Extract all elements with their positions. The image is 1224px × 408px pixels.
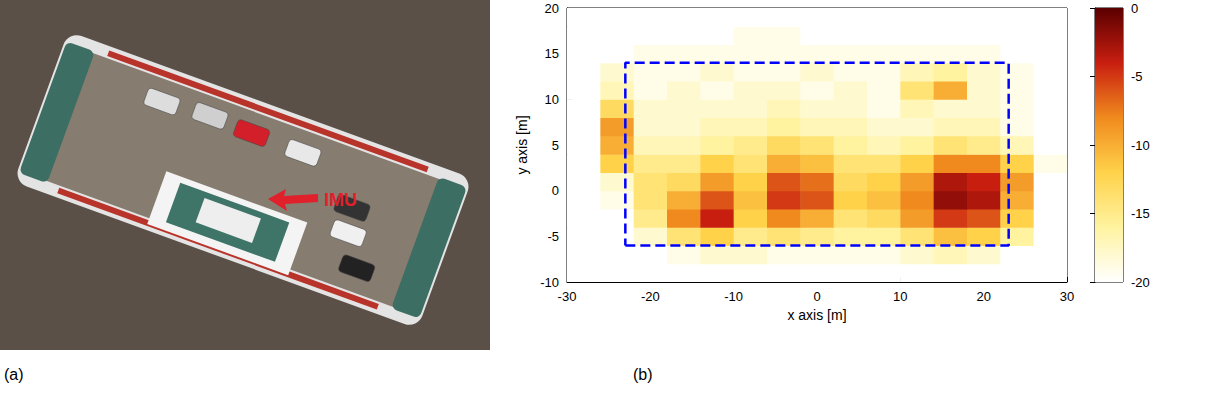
svg-text:-15: -15 bbox=[1131, 206, 1150, 221]
svg-text:y axis [m]: y axis [m] bbox=[514, 115, 530, 174]
svg-text:-10: -10 bbox=[1131, 138, 1150, 153]
svg-text:20: 20 bbox=[976, 289, 990, 304]
svg-text:5: 5 bbox=[552, 138, 559, 153]
svg-text:20: 20 bbox=[545, 1, 559, 16]
svg-text:10: 10 bbox=[893, 289, 907, 304]
svg-text:0: 0 bbox=[813, 289, 820, 304]
svg-text:-20: -20 bbox=[641, 289, 660, 304]
svg-text:15: 15 bbox=[545, 46, 559, 61]
svg-text:-5: -5 bbox=[547, 229, 559, 244]
svg-text:0: 0 bbox=[552, 183, 559, 198]
html-text:(b): (b) bbox=[633, 366, 653, 383]
svg-text:10: 10 bbox=[545, 92, 559, 107]
svg-text:-10: -10 bbox=[540, 275, 559, 290]
svg-text:0: 0 bbox=[1131, 1, 1138, 16]
html-text:(a): (a) bbox=[4, 366, 24, 383]
svg-text:-5: -5 bbox=[1131, 69, 1143, 84]
svg-text:IMU: IMU bbox=[324, 190, 357, 210]
svg-text:-10: -10 bbox=[724, 289, 743, 304]
svg-text:-30: -30 bbox=[558, 289, 577, 304]
svg-text:30: 30 bbox=[1060, 289, 1074, 304]
svg-text:-20: -20 bbox=[1131, 275, 1150, 290]
svg-text:x axis [m]: x axis [m] bbox=[787, 307, 846, 323]
